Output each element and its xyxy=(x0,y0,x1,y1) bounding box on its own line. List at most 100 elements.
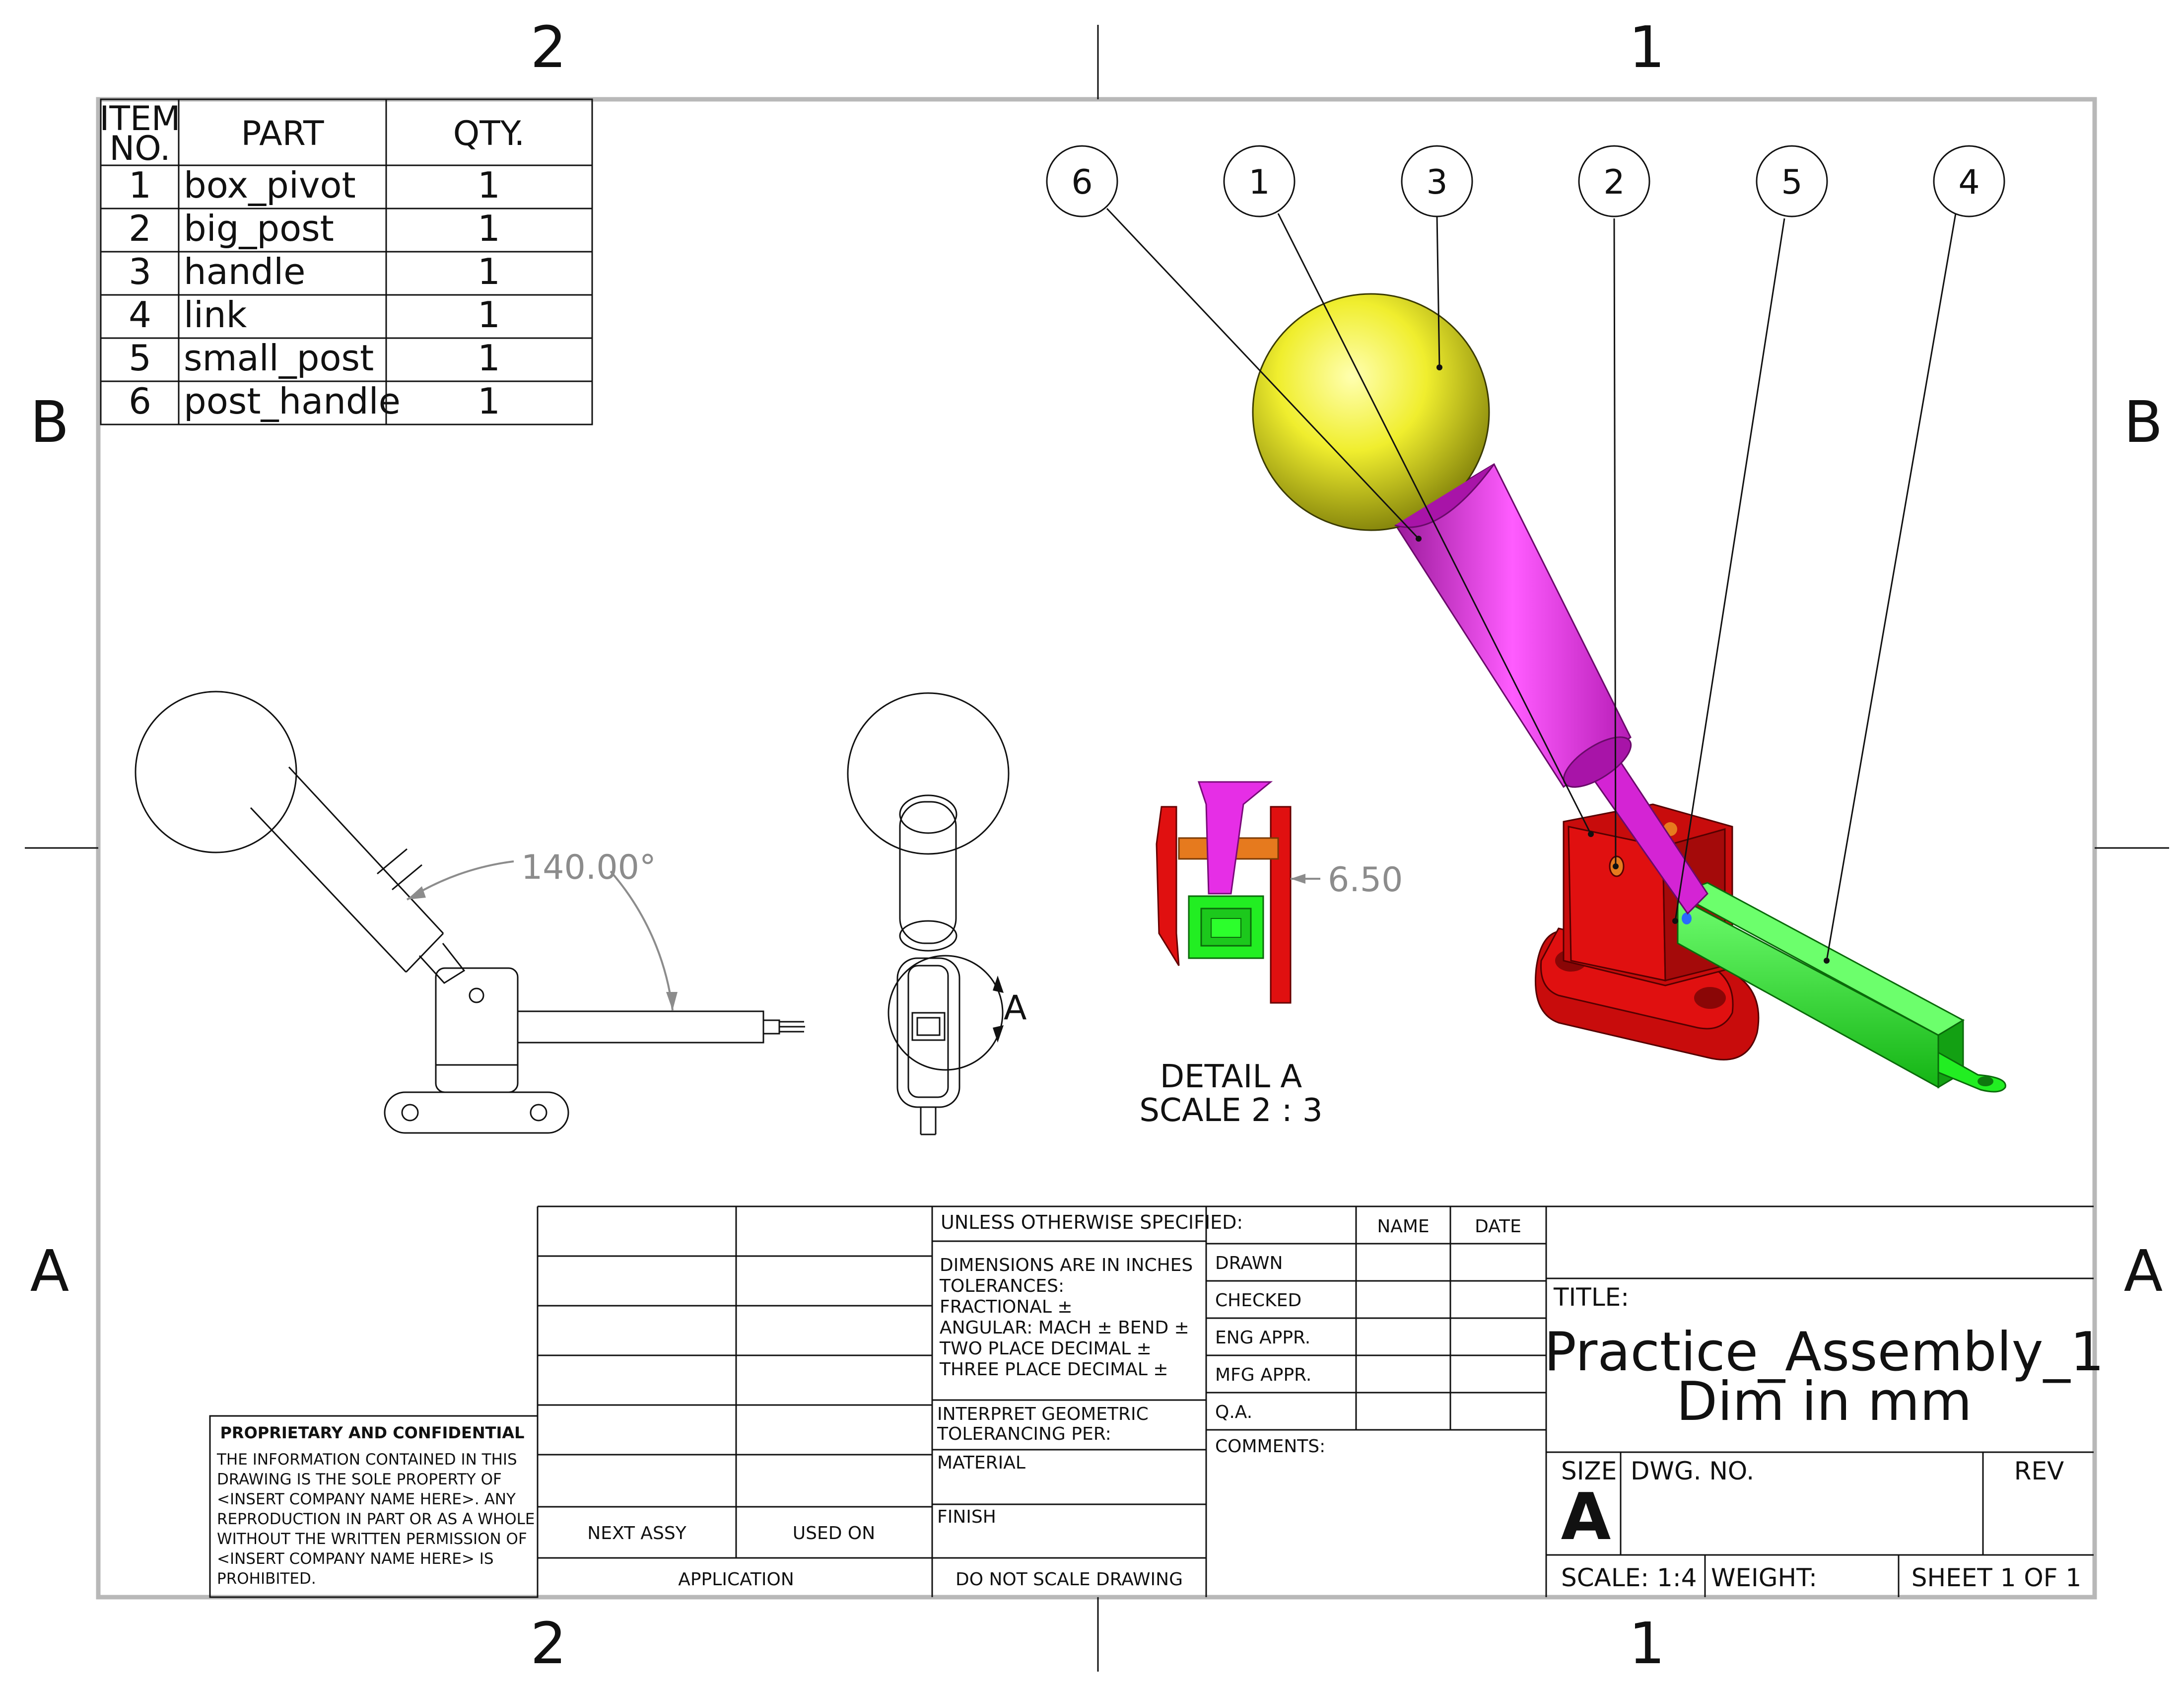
bom-item-number: 2 xyxy=(129,208,151,249)
bom-item-number: 6 xyxy=(129,380,151,422)
proprietary-line: PROHIBITED. xyxy=(217,1570,316,1588)
side-view-post-handle-tip xyxy=(418,943,466,984)
name-column-header: NAME xyxy=(1377,1216,1429,1237)
balloon-2 xyxy=(1578,145,1650,217)
bom-part-name: box_pivot xyxy=(184,164,356,206)
front-view-pivot xyxy=(887,955,1004,1135)
unless-specified-label: UNLESS OTHERWISE SPECIFIED: xyxy=(941,1211,1243,1233)
approval-mfg: MFG APPR. xyxy=(1215,1365,1311,1385)
bom-header-part: PART xyxy=(241,114,324,153)
bom-header-item: ITEM xyxy=(99,99,180,139)
front-view-knob xyxy=(847,692,1010,855)
bom-table xyxy=(100,98,593,425)
do-not-scale-label: DO NOT SCALE DRAWING xyxy=(956,1569,1183,1590)
bom-quantity: 1 xyxy=(478,294,500,336)
detail-a-scale: SCALE 2 : 3 xyxy=(1139,1092,1322,1129)
bom-quantity: 1 xyxy=(478,164,500,206)
rev-label: REV xyxy=(2014,1457,2064,1485)
bom-part-name: post_handle xyxy=(184,380,401,422)
bom-item-number: 1 xyxy=(129,164,151,206)
balloon-6-label: 6 xyxy=(1071,163,1092,202)
iso-handle-knob xyxy=(1252,293,1490,531)
iso-post-handle xyxy=(1393,463,1708,915)
zone-left-a: A xyxy=(30,1238,69,1305)
dwg-no-label: DWG. NO. xyxy=(1631,1457,1754,1485)
tolerance-line: THREE PLACE DECIMAL ± xyxy=(939,1359,1168,1380)
bom-part-name: small_post xyxy=(184,337,374,379)
bom-quantity: 1 xyxy=(478,380,500,422)
bom-part-name: link xyxy=(184,294,247,336)
tolerance-line: FRACTIONAL ± xyxy=(940,1297,1073,1317)
detail-box-pivot-left xyxy=(1156,806,1180,966)
approval-qa: Q.A. xyxy=(1215,1402,1252,1422)
side-view-knob xyxy=(135,691,297,853)
side-view-link xyxy=(517,1010,805,1044)
balloon-leaders xyxy=(1106,208,1957,964)
bom-part-name: handle xyxy=(184,251,305,292)
approval-eng: ENG APPR. xyxy=(1215,1328,1310,1348)
drawing-title: Practice_Assembly_1 xyxy=(1544,1321,2105,1383)
used-on-label: USED ON xyxy=(793,1523,875,1544)
date-column-header: DATE xyxy=(1475,1216,1521,1237)
balloon-6 xyxy=(1046,145,1118,217)
proprietary-line: <INSERT COMPANY NAME HERE>. ANY xyxy=(217,1490,516,1508)
drawing-subtitle: Dim in mm xyxy=(1676,1371,1972,1433)
detail-width-dimension-label: 6.50 xyxy=(1328,860,1403,900)
comments-label: COMMENTS: xyxy=(1215,1436,1325,1457)
zone-bottom-2: 2 xyxy=(530,1611,566,1677)
iso-link xyxy=(1676,882,2006,1093)
detail-marker-label: A xyxy=(1004,988,1027,1028)
angle-dimension-label: 140.00° xyxy=(521,848,656,887)
balloon-3 xyxy=(1401,145,1473,217)
proprietary-line: DRAWING IS THE SOLE PROPERTY OF xyxy=(217,1471,502,1488)
weight-label: WEIGHT: xyxy=(1711,1563,1817,1592)
balloon-2-label: 2 xyxy=(1603,163,1625,202)
side-view-angle-dimension xyxy=(406,860,678,1011)
balloon-4-label: 4 xyxy=(1958,163,1979,202)
proprietary-line: WITHOUT THE WRITTEN PERMISSION OF xyxy=(217,1530,527,1548)
proprietary-line: REPRODUCTION IN PART OR AS A WHOLE xyxy=(217,1510,535,1528)
title-block-grid xyxy=(209,1205,2094,1598)
detail-a-title: DETAIL A xyxy=(1160,1058,1302,1095)
scale-label: SCALE: 1:4 xyxy=(1561,1563,1697,1592)
proprietary-line: THE INFORMATION CONTAINED IN THIS xyxy=(216,1451,517,1469)
bom-quantity: 1 xyxy=(478,337,500,379)
section-marker-arrows xyxy=(993,976,1004,1043)
material-label: MATERIAL xyxy=(937,1453,1025,1473)
bom-item-number: 4 xyxy=(129,294,151,336)
balloon-4 xyxy=(1933,145,2005,217)
zone-top-2: 2 xyxy=(530,14,566,81)
bom-header-no: NO. xyxy=(109,129,170,168)
finish-label: FINISH xyxy=(937,1507,996,1527)
bom-quantity: 1 xyxy=(478,251,500,292)
tolerance-line: TOLERANCES: xyxy=(939,1276,1064,1296)
bom-item-number: 3 xyxy=(129,251,151,292)
balloon-5-label: 5 xyxy=(1781,163,1802,202)
title-label: TITLE: xyxy=(1553,1283,1629,1312)
bom-header-qty: QTY. xyxy=(453,114,525,153)
zone-right-b: B xyxy=(2124,389,2163,456)
zone-left-b: B xyxy=(30,389,69,456)
interpret-line: TOLERANCING PER: xyxy=(937,1424,1111,1444)
sheet-frame xyxy=(25,25,2169,1672)
bom-item-number: 5 xyxy=(129,337,151,379)
zone-right-a: A xyxy=(2124,1238,2163,1305)
front-view-shaft xyxy=(899,801,957,944)
balloon-5 xyxy=(1756,145,1828,217)
isometric-view xyxy=(1106,208,2006,1093)
tolerance-line: DIMENSIONS ARE IN INCHES xyxy=(940,1255,1193,1275)
tolerance-line: TWO PLACE DECIMAL ± xyxy=(939,1338,1152,1359)
next-assy-label: NEXT ASSY xyxy=(587,1523,686,1544)
side-view xyxy=(135,691,805,1134)
size-label: SIZE xyxy=(1561,1457,1617,1485)
detail-post-handle xyxy=(1197,781,1273,895)
bom-quantity: 1 xyxy=(478,208,500,249)
sheet-label: SHEET 1 OF 1 xyxy=(1911,1563,2081,1592)
approval-drawn: DRAWN xyxy=(1215,1253,1283,1273)
approval-checked: CHECKED xyxy=(1215,1290,1301,1311)
bom-part-name: big_post xyxy=(184,208,334,249)
detail-box-pivot-right xyxy=(1270,806,1292,1004)
side-view-handle-shaft xyxy=(250,766,444,973)
zone-top-1: 1 xyxy=(1629,14,1665,81)
